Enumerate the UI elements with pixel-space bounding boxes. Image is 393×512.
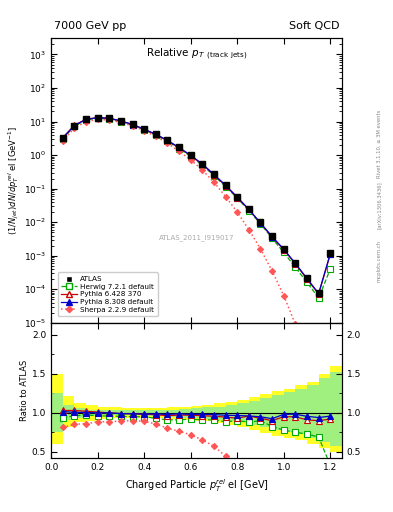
Legend: ATLAS, Herwig 7.2.1 default, Pythia 6.428 370, Pythia 8.308 default, Sherpa 2.2.: ATLAS, Herwig 7.2.1 default, Pythia 6.42… bbox=[58, 272, 158, 316]
Text: Rivet 3.1.10, ≥ 3M events: Rivet 3.1.10, ≥ 3M events bbox=[377, 109, 382, 178]
X-axis label: Charged Particle $p^{rel}_{T}$ el [GeV]: Charged Particle $p^{rel}_{T}$ el [GeV] bbox=[125, 478, 268, 495]
Text: mcplots.cern.ch: mcplots.cern.ch bbox=[377, 240, 382, 282]
Y-axis label: $(1/N_{jet})dN/dp^{rel}_{T}$ el [GeV$^{-1}$]: $(1/N_{jet})dN/dp^{rel}_{T}$ el [GeV$^{-… bbox=[7, 126, 21, 235]
Text: [arXiv:1306.3436]: [arXiv:1306.3436] bbox=[377, 181, 382, 229]
Text: Relative $p_{T}$ $_{\mathrm{(track\ jets)}}$: Relative $p_{T}$ $_{\mathrm{(track\ jets… bbox=[146, 47, 247, 62]
Text: ATLAS_2011_I919017: ATLAS_2011_I919017 bbox=[159, 234, 234, 241]
Text: 7000 GeV pp: 7000 GeV pp bbox=[54, 22, 126, 31]
Text: Soft QCD: Soft QCD bbox=[288, 22, 339, 31]
Y-axis label: Ratio to ATLAS: Ratio to ATLAS bbox=[20, 360, 29, 421]
